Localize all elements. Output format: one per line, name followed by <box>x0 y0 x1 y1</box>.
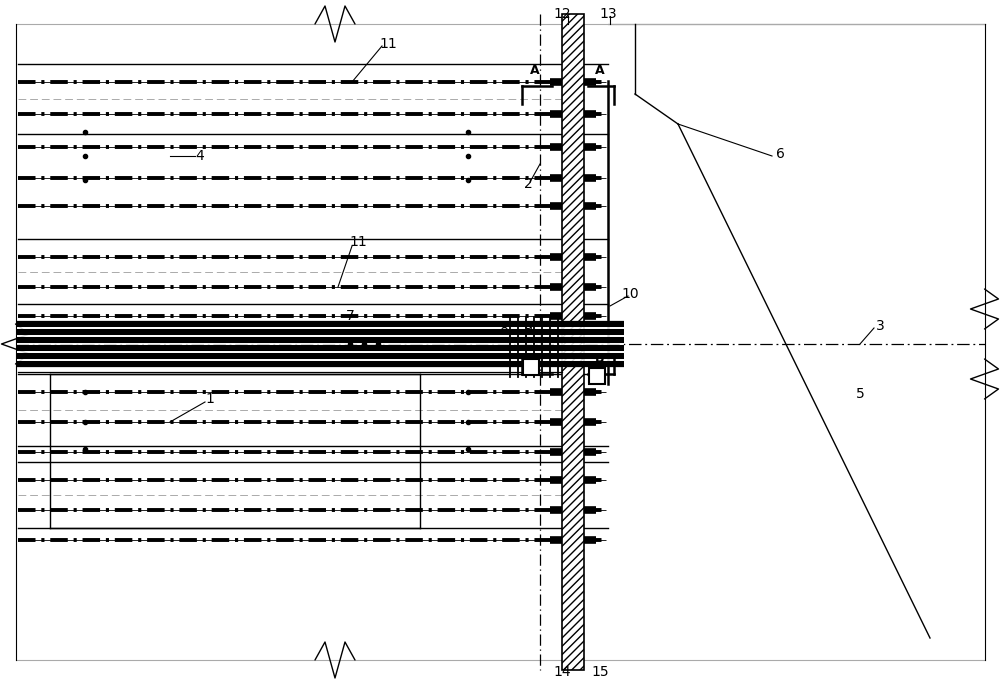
Text: 8: 8 <box>500 322 508 336</box>
Bar <box>562 14 584 670</box>
Text: 10: 10 <box>621 287 639 301</box>
Bar <box>589 368 605 384</box>
Text: 12: 12 <box>553 7 571 21</box>
Text: 1: 1 <box>206 392 214 406</box>
Text: B: B <box>595 352 605 365</box>
Bar <box>562 14 584 670</box>
Text: 3: 3 <box>876 319 884 333</box>
Text: B: B <box>530 352 540 365</box>
Text: 6: 6 <box>776 147 784 161</box>
Text: 11: 11 <box>349 235 367 249</box>
Text: 7: 7 <box>346 309 354 323</box>
Text: 15: 15 <box>591 665 609 679</box>
Bar <box>523 359 539 375</box>
Text: 4: 4 <box>196 149 204 163</box>
Text: 11: 11 <box>379 37 397 51</box>
Text: 13: 13 <box>599 7 617 21</box>
Text: 5: 5 <box>856 387 864 401</box>
Text: A: A <box>530 64 540 77</box>
Text: 2: 2 <box>524 177 532 191</box>
Text: 9: 9 <box>524 322 532 336</box>
Text: 14: 14 <box>553 665 571 679</box>
Text: A: A <box>595 64 605 77</box>
